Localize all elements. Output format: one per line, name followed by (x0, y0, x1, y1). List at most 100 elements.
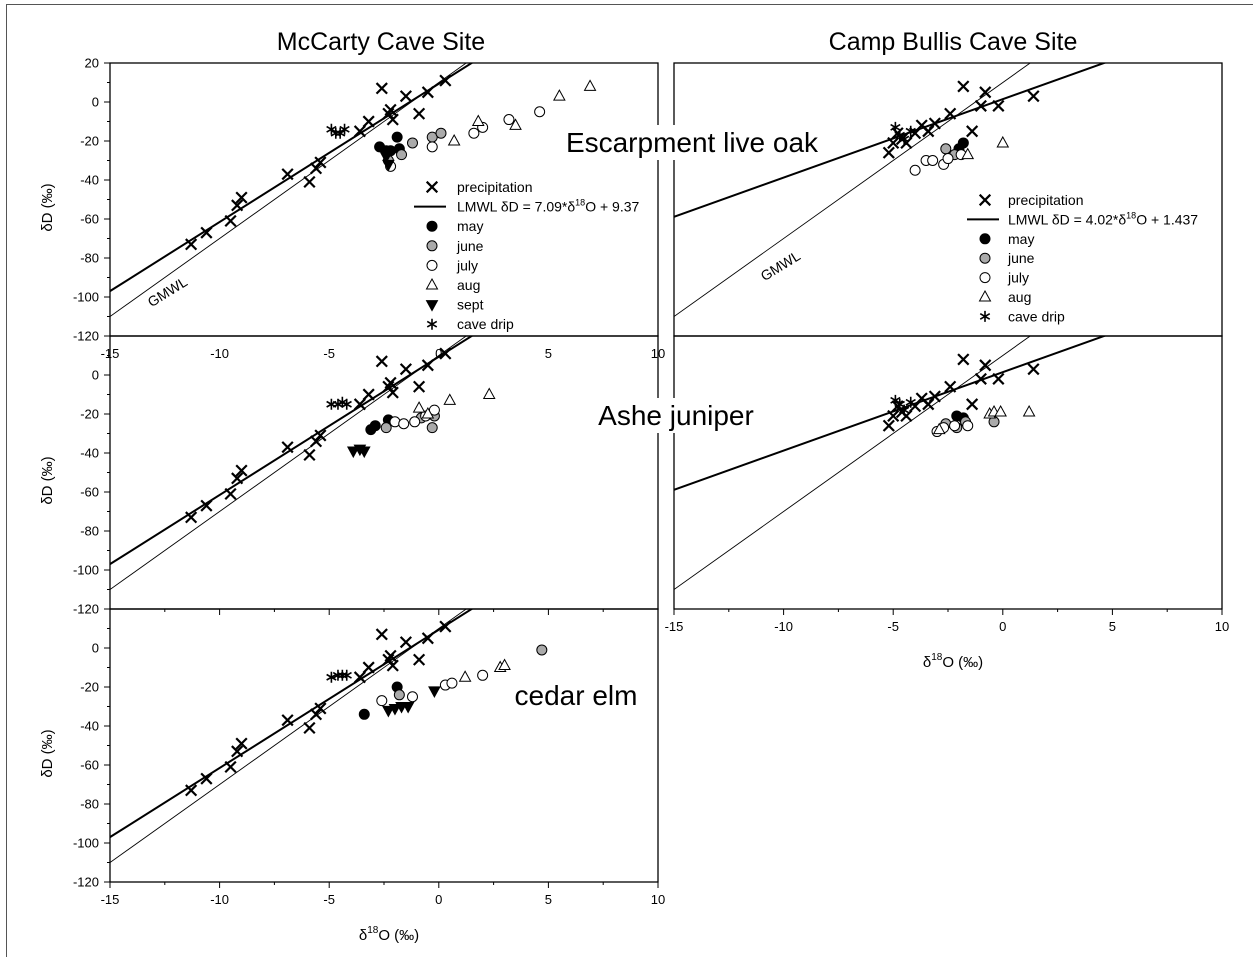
legend-entry: may (457, 218, 483, 234)
legend-entry: aug (457, 277, 480, 293)
point-precipitation (421, 632, 434, 645)
point-precipitation (353, 125, 366, 138)
series-july (376, 669, 489, 707)
y-tick-label: -120 (73, 602, 99, 617)
point-precipitation (281, 714, 294, 727)
point-july (534, 106, 546, 118)
legend-marker-circle-black (979, 233, 991, 245)
x-tick-label: 5 (545, 892, 552, 907)
reference-lines (674, 63, 1107, 317)
point-may (391, 131, 403, 143)
y-tick-label: -20 (80, 407, 99, 422)
mccarty-site-title: McCarty Cave Site (277, 28, 485, 56)
point-precipitation (384, 649, 397, 662)
point-precipitation (384, 103, 397, 116)
point-cave-drip (326, 123, 337, 135)
y-tick-label: 20 (85, 56, 99, 71)
point-june (396, 149, 408, 161)
point-precipitation (362, 115, 375, 128)
y-tick-label: 0 (92, 95, 99, 110)
point-july (468, 127, 480, 139)
point-precipitation (224, 487, 237, 501)
point-cave-drip (898, 404, 910, 416)
legend-marker-asterisk (979, 310, 991, 322)
point-precipitation (353, 398, 366, 411)
y-tick-label: 0 (92, 368, 99, 383)
point-precipitation (421, 86, 434, 99)
point-precipitation (314, 429, 327, 442)
point-precipitation (231, 745, 244, 758)
point-precipitation (384, 376, 397, 389)
point-aug (421, 406, 435, 419)
point-cave-drip (898, 133, 910, 145)
series-sept (379, 152, 395, 172)
data-points (185, 347, 496, 524)
point-precipitation (200, 499, 213, 512)
point-aug (996, 135, 1010, 148)
gmwl-line (110, 609, 467, 863)
y-axis-label: δD (‰) (39, 729, 56, 777)
point-precipitation (231, 472, 244, 485)
point-precipitation (979, 86, 992, 99)
point-may (358, 708, 370, 720)
x-tick-label: 10 (651, 892, 665, 907)
point-precipitation (185, 784, 198, 797)
point-cave-drip (339, 123, 350, 135)
point-precipitation (979, 359, 992, 372)
point-precipitation (966, 125, 979, 138)
y-tick-label: -80 (80, 251, 99, 266)
y-axis-label: δD (‰) (39, 183, 56, 231)
legend-marker-asterisk (426, 318, 438, 330)
point-precipitation (386, 113, 399, 126)
legend-marker-x (425, 180, 439, 194)
y-tick-label: -100 (73, 290, 99, 305)
x-tick-label: 0 (999, 619, 1006, 634)
series-aug (458, 658, 511, 682)
series-cave-drip (890, 394, 916, 416)
lmwl-line (674, 336, 1107, 491)
bullis-site-title: Camp Bullis Cave Site (829, 28, 1078, 56)
x-tick-label: -5 (323, 346, 335, 361)
point-precipitation (974, 99, 987, 112)
point-precipitation (439, 620, 452, 633)
data-points (882, 80, 1040, 176)
x-tick-label: 0 (435, 892, 442, 907)
point-precipitation (992, 372, 1005, 385)
data-points (185, 74, 597, 251)
point-precipitation (887, 136, 900, 150)
point-precipitation (224, 214, 237, 228)
point-cave-drip (332, 669, 344, 681)
point-precipitation (362, 388, 375, 401)
point-precipitation (928, 117, 941, 130)
series-cave-drip (890, 121, 916, 145)
point-july (376, 695, 388, 707)
point-precipitation (412, 653, 426, 666)
legend-marker-triangle-up (978, 289, 992, 302)
legend-marker-circle-black (426, 220, 438, 232)
x-tick-label: 5 (545, 346, 552, 361)
point-precipitation (900, 409, 913, 423)
x-tick-label: -15 (665, 619, 684, 634)
y-tick-label: -80 (80, 797, 99, 812)
point-sept (382, 159, 395, 172)
point-sept (357, 446, 371, 459)
point-precipitation (224, 760, 237, 774)
point-precipitation (386, 386, 399, 399)
series-aug (961, 135, 1010, 160)
point-precipitation (957, 353, 970, 366)
point-june (435, 127, 447, 139)
y-tick-label: -60 (80, 758, 99, 773)
series-precipitation (882, 353, 1040, 432)
point-aug (471, 114, 485, 126)
point-aug (458, 670, 472, 682)
series-precipitation (185, 347, 452, 524)
point-precipitation (992, 99, 1005, 112)
point-cave-drip (330, 127, 341, 139)
species-label-bg (594, 398, 758, 433)
y-tick-label: -100 (73, 836, 99, 851)
data-points (882, 353, 1040, 438)
y-tick-label: -80 (80, 524, 99, 539)
x-tick-label: -10 (774, 619, 793, 634)
legend-entry: precipitation (457, 179, 533, 195)
point-precipitation (421, 359, 434, 372)
